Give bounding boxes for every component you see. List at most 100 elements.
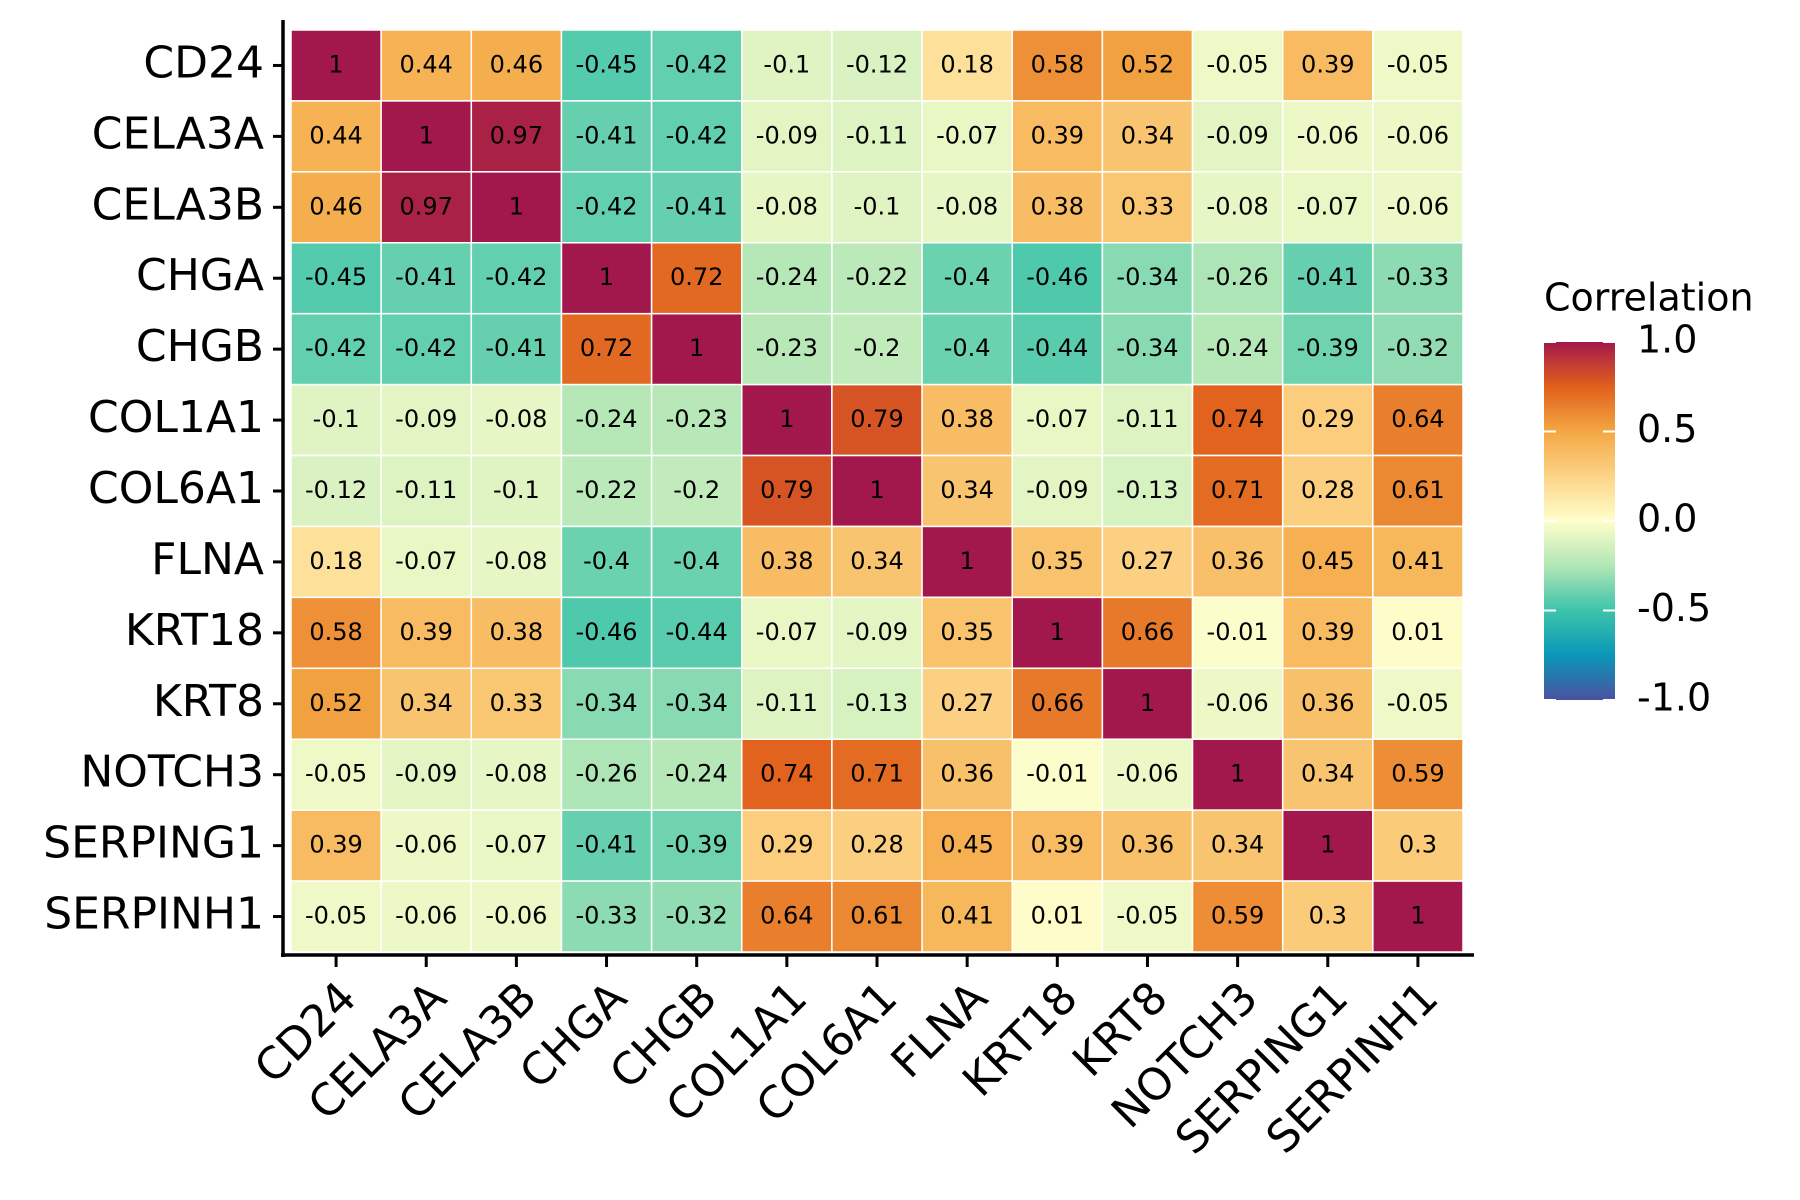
cell-label: -0.07 <box>1026 405 1088 433</box>
heatmap-cell <box>380 738 473 811</box>
heatmap-cell <box>741 29 833 102</box>
heatmap-cell <box>1281 880 1374 953</box>
heatmap-cell <box>741 454 833 528</box>
heatmap-cell <box>1101 29 1194 102</box>
cell-label: -0.24 <box>756 263 818 291</box>
cell-label: -0.39 <box>1297 334 1359 362</box>
heatmap-cell <box>290 312 382 386</box>
heatmap-cell <box>650 171 743 244</box>
cell-label: 0.3 <box>1309 902 1347 930</box>
cell-label: -0.06 <box>1207 689 1269 717</box>
cell-label: 0.34 <box>400 689 453 717</box>
cell-label: -0.42 <box>485 263 547 291</box>
cell-label: 0.39 <box>309 831 362 859</box>
cell-label: -0.45 <box>575 50 637 78</box>
heatmap-cell <box>1281 667 1374 740</box>
heatmap-cell <box>1281 29 1374 102</box>
cell-label: -0.44 <box>666 618 728 646</box>
heatmap-cell <box>1191 525 1284 599</box>
heatmap-cell <box>921 242 1013 315</box>
colorbar-tick-label: 1.0 <box>1637 318 1697 362</box>
cell-label: -0.06 <box>1116 760 1178 788</box>
heatmap-cell <box>470 29 563 102</box>
heatmap-cell <box>560 242 653 315</box>
cell-label: 0.35 <box>1031 547 1084 575</box>
cell-label: -0.41 <box>485 334 547 362</box>
heatmap-cell <box>1011 809 1104 882</box>
cell-label: 0.38 <box>1031 192 1084 220</box>
cell-label: 0.97 <box>400 192 453 220</box>
cell-label: -0.11 <box>846 121 908 149</box>
heatmap-cell <box>290 880 382 953</box>
heatmap-cell <box>921 738 1013 811</box>
heatmap-cell <box>290 596 382 670</box>
cell-label: -0.1 <box>493 476 540 504</box>
heatmap-cell <box>290 667 382 740</box>
cell-label: 0.72 <box>580 334 633 362</box>
heatmap-cell <box>470 171 563 244</box>
heatmap-cell <box>741 809 833 882</box>
cell-label: -0.32 <box>666 902 728 930</box>
cell-label: 0.59 <box>1211 902 1264 930</box>
heatmap-cell <box>1101 454 1194 528</box>
cell-label: -0.11 <box>756 689 818 717</box>
cell-label: -0.05 <box>305 760 367 788</box>
heatmap-cell <box>741 525 833 599</box>
heatmap-cell <box>1011 242 1104 315</box>
cell-label: 0.35 <box>940 618 993 646</box>
heatmap-cell <box>650 100 743 173</box>
heatmap-cell <box>1191 809 1284 882</box>
heatmap-cell <box>650 809 743 882</box>
cell-label: -0.06 <box>1387 192 1449 220</box>
heatmap-cell <box>560 312 653 386</box>
heatmap-cell <box>831 880 923 953</box>
cell-label: 0.44 <box>400 50 453 78</box>
cell-label: -0.05 <box>1116 902 1178 930</box>
heatmap-cell <box>650 667 743 740</box>
cell-label: -0.07 <box>1297 192 1359 220</box>
cell-label: -0.46 <box>1026 263 1088 291</box>
cell-label: -0.06 <box>1297 121 1359 149</box>
heatmap-cell <box>1281 738 1374 811</box>
heatmap-cell <box>1101 100 1194 173</box>
cell-label: 0.58 <box>1031 50 1084 78</box>
cell-label: 1 <box>1140 689 1155 717</box>
cell-label: 1 <box>1410 902 1425 930</box>
heatmap-cell <box>831 454 923 528</box>
cell-label: 1 <box>419 121 434 149</box>
cell-label: -0.41 <box>575 831 637 859</box>
heatmap-cell <box>1101 880 1194 953</box>
cell-label: 0.38 <box>940 405 993 433</box>
cell-label: -0.05 <box>1387 50 1449 78</box>
heatmap-cell <box>1191 383 1284 457</box>
cell-label: 1 <box>599 263 614 291</box>
cell-label: -0.24 <box>575 405 637 433</box>
cell-label: -0.06 <box>485 902 547 930</box>
cell-label: 0.58 <box>309 618 362 646</box>
cell-label: -0.24 <box>1207 334 1269 362</box>
heatmap-cell <box>1372 880 1464 953</box>
heatmap-cell <box>831 100 923 173</box>
y-tick-label: SERPINH1 <box>44 889 264 940</box>
cell-label: -0.4 <box>583 547 630 575</box>
cell-label: 1 <box>779 405 794 433</box>
cell-label: -0.41 <box>395 263 457 291</box>
cell-label: 1 <box>1230 760 1245 788</box>
heatmap-cell <box>921 383 1013 457</box>
cell-label: 0.41 <box>940 902 993 930</box>
cell-label: 0.36 <box>1301 689 1354 717</box>
cell-label: 0.46 <box>309 192 362 220</box>
heatmap-cell <box>741 242 833 315</box>
cell-label: -0.01 <box>1026 760 1088 788</box>
cell-label: -0.09 <box>846 618 908 646</box>
heatmap-cell <box>470 809 563 882</box>
cell-label: 0.74 <box>760 760 813 788</box>
cell-label: 0.41 <box>1391 547 1444 575</box>
cell-label: -0.34 <box>575 689 637 717</box>
cell-label: 0.01 <box>1031 902 1084 930</box>
cell-label: 1 <box>869 476 884 504</box>
heatmap-cell <box>1101 242 1194 315</box>
cell-label: -0.26 <box>1207 263 1269 291</box>
cell-label: -0.09 <box>1026 476 1088 504</box>
